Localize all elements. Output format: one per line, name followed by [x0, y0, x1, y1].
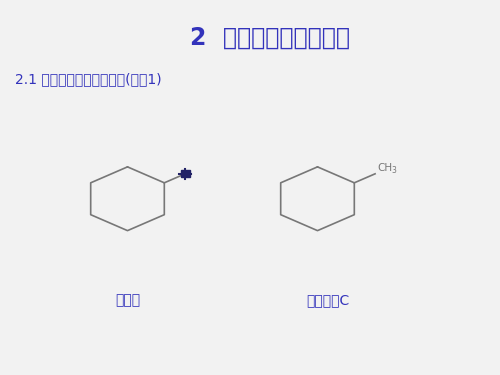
Text: 2.1 标记最后被绘制的原子(方法1): 2.1 标记最后被绘制的原子(方法1) [15, 72, 162, 86]
Text: 2  使用快捷键标记原子: 2 使用快捷键标记原子 [190, 26, 350, 50]
Text: CH: CH [377, 163, 392, 172]
Text: 按快捷键C: 按快捷键C [306, 293, 349, 307]
Text: 3: 3 [392, 166, 396, 175]
Bar [180, 170, 190, 177]
Text: 绘制键: 绘制键 [115, 293, 140, 307]
